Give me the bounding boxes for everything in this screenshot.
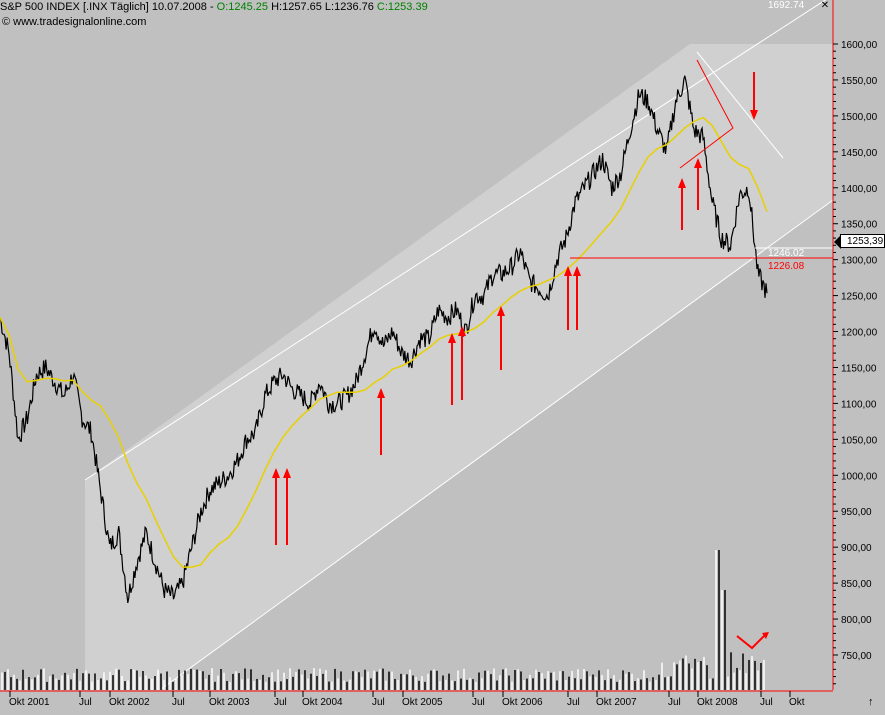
- support-arrow-head-6: [497, 306, 505, 316]
- close-value: C:1253.39: [376, 1, 428, 13]
- down-arrow-head: [750, 110, 758, 120]
- triangle-pattern: [679, 59, 734, 169]
- downtrend-line: [696, 51, 784, 159]
- axis-up-arrow-icon[interactable]: ↑: [868, 696, 874, 708]
- level-2-label: 1226.08: [768, 261, 805, 272]
- support-arrow-head-10: [694, 158, 702, 168]
- y-tick-label: 800,00: [841, 615, 872, 626]
- y-tick-label: 1500,00: [841, 112, 878, 123]
- x-tick-label: Okt 2004: [302, 697, 343, 708]
- y-tick-label: 1350,00: [841, 220, 878, 231]
- volume-arrows: [736, 633, 767, 650]
- channel-fill: [85, 44, 833, 690]
- support-arrow-head-2: [283, 468, 291, 478]
- y-tick-label: 1400,00: [841, 184, 878, 195]
- y-tick-label: 950,00: [841, 507, 872, 518]
- support-arrow-head-1: [272, 468, 280, 478]
- last-price-box: 1253,39: [834, 234, 885, 249]
- symbol-label: S&P 500 INDEX [.INX Täglich] 10.07.2008 …: [0, 1, 217, 13]
- y-tick-label: 1050,00: [841, 435, 878, 446]
- x-tick-label: Jul: [372, 697, 385, 708]
- y-tick-label: 1000,00: [841, 471, 878, 482]
- support-arrow-head-8: [573, 266, 581, 276]
- y-tick-label: 1250,00: [841, 292, 878, 303]
- x-tick-label: Jul: [172, 697, 185, 708]
- price-series-line: [0, 75, 768, 604]
- y-tick-label: 1550,00: [841, 76, 878, 87]
- y-tick-label: 1150,00: [841, 363, 877, 374]
- support-arrow-head-3: [377, 388, 385, 398]
- x-tick-label: Okt 2006: [502, 697, 543, 708]
- y-tick-label: 1600,00: [841, 40, 878, 51]
- volume-arrow-head: [762, 632, 769, 639]
- x-tick-label: Okt 2001: [9, 697, 50, 708]
- support-arrow-head-5: [458, 326, 466, 336]
- level-1-label: 1246.02: [768, 248, 805, 259]
- chart-header: S&P 500 INDEX [.INX Täglich] 10.07.2008 …: [0, 0, 826, 15]
- x-tick-label: Jul: [79, 697, 92, 708]
- x-tick-label: Okt 2003: [209, 697, 250, 708]
- x-tick-label: Jul: [567, 697, 580, 708]
- y-tick-label: 1200,00: [841, 328, 878, 339]
- y-tick-label: 1450,00: [841, 148, 878, 159]
- y-tick-label: 1300,00: [841, 256, 878, 267]
- x-tick-label: Jul: [668, 697, 681, 708]
- x-tick-label: Okt 2008: [697, 697, 738, 708]
- y-tick-label: 750,00: [841, 651, 872, 662]
- x-tick-label: Okt 2005: [402, 697, 443, 708]
- close-icon[interactable]: ✕: [820, 0, 830, 11]
- source-label: © www.tradesignalonline.com: [2, 16, 147, 28]
- x-tick-label: Okt 2002: [109, 697, 150, 708]
- high-low-values: H:1257.65 L:1236.76: [268, 1, 377, 13]
- channel-top-value: 1692.74: [768, 0, 805, 11]
- open-value: O:1245.25: [216, 1, 269, 13]
- moving-average-line: [0, 116, 768, 568]
- x-tick-label: Okt: [789, 697, 805, 708]
- y-tick-label: 1100,00: [841, 399, 877, 410]
- support-arrow-head-9: [678, 178, 686, 188]
- y-tick-label: 850,00: [841, 579, 872, 590]
- y-tick-label: 900,00: [841, 543, 872, 554]
- x-tick-label: Jul: [274, 697, 287, 708]
- support-arrow-head-7: [564, 266, 572, 276]
- support-arrow-head-4: [448, 333, 456, 343]
- channel-upper-line: [84, 0, 827, 481]
- channel-lower-line: [159, 199, 834, 691]
- x-tick-label: Jul: [760, 697, 773, 708]
- x-tick-label: Okt 2007: [596, 697, 637, 708]
- x-tick-label: Jul: [472, 697, 485, 708]
